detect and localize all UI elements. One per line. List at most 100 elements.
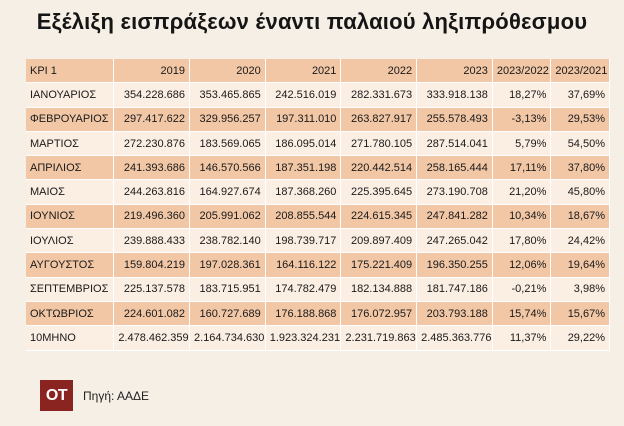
row-label: ΦΕΒΡΟΥΑΡΙΟΣ — [26, 107, 115, 132]
table-cell: 224.601.082 — [113, 301, 191, 327]
table-cell: 176.072.957 — [340, 301, 418, 327]
table-cell: 54,50% — [550, 131, 610, 157]
column-header: 2021 — [265, 59, 342, 84]
revenue-table: ΚΡΙ 1 2019 2020 2021 2022 2023 2023/2022… — [26, 59, 610, 351]
row-label: ΑΠΡΙΛΙΟΣ — [26, 155, 115, 181]
table-cell: 174.782.479 — [265, 277, 342, 302]
page-title: Εξέλιξη εισπράξεων έναντι παλαιού ληξιπρ… — [36, 9, 588, 34]
table-cell: 2.164.734.630 — [189, 325, 266, 351]
table-row: ΣΕΠΤΕΜΒΡΙΟΣ 225.137.578 183.715.951 174.782… — [26, 277, 610, 302]
table-cell: 219.496.360 — [113, 204, 191, 230]
table-row: ΑΥΓΟΥΣΤΟΣ 159.804.219 197.028.361 164.116.1… — [26, 252, 610, 278]
table-cell: 353.465.865 — [189, 82, 266, 108]
table-cell: 244.263.816 — [113, 179, 191, 205]
table-cell: 297.417.622 — [113, 107, 191, 132]
table-row: 10ΜΗΝΟ 2.478.462.359 2.164.734.630 1.923.32… — [26, 325, 610, 351]
table-cell: 198.739.717 — [265, 228, 342, 254]
table-cell: 247.841.282 — [416, 204, 493, 230]
table-cell: -0,21% — [492, 277, 552, 302]
table-cell: 45,80% — [550, 179, 610, 205]
table-cell: 241.393.686 — [113, 155, 191, 181]
table-cell: 183.715.951 — [189, 277, 266, 302]
table-cell: 3,98% — [550, 277, 610, 302]
table-cell: 24,42% — [550, 228, 610, 254]
table-cell: 186.095.014 — [265, 131, 342, 157]
table-cell: 225.137.578 — [113, 277, 191, 302]
table-row: ΙΟΥΛΙΟΣ 239.888.433 238.782.140 198.739.717… — [26, 228, 610, 254]
table-cell: 220.442.514 — [340, 155, 418, 181]
ot-logo: OT — [40, 380, 73, 411]
table-cell: 12,06% — [492, 252, 552, 278]
table-cell: 15,74% — [492, 301, 552, 327]
table-cell: 354.228.686 — [113, 82, 191, 108]
table-cell: 187.351.198 — [265, 155, 342, 181]
table-cell: 5,79% — [492, 131, 552, 157]
table-row: ΦΕΒΡΟΥΑΡΙΟΣ 297.417.622 329.956.257 197.311… — [26, 107, 610, 132]
table-cell: 37,80% — [550, 155, 610, 181]
row-label: ΜΑΙΟΣ — [26, 179, 115, 205]
table-row: ΑΠΡΙΛΙΟΣ 241.393.686 146.570.566 187.351.19… — [26, 155, 610, 181]
row-label: ΣΕΠΤΕΜΒΡΙΟΣ — [26, 277, 115, 302]
column-header: 2023 — [416, 59, 493, 84]
table-cell: 17,80% — [492, 228, 552, 254]
table-cell: 333.918.138 — [416, 82, 493, 108]
table-cell: 10,34% — [492, 204, 552, 230]
table-cell: 282.331.673 — [340, 82, 418, 108]
table-cell: 159.804.219 — [113, 252, 191, 278]
row-label: ΟΚΤΩΒΡΙΟΣ — [26, 301, 115, 327]
table-cell: 205.991.062 — [189, 204, 266, 230]
table-row: ΙΟΥΝΙΟΣ 219.496.360 205.991.062 208.855.544… — [26, 204, 610, 230]
table-cell: 175.221.409 — [340, 252, 418, 278]
table-cell: 2.485.363.776 — [416, 325, 493, 351]
table-row: ΙΑΝΟΥΑΡΙΟΣ 354.228.686 353.465.865 242.516.… — [26, 82, 610, 108]
table-row: ΜΑΡΤΙΟΣ 272.230.876 183.569.065 186.095.014… — [26, 131, 610, 157]
column-header: 2023/2021 — [550, 59, 610, 84]
table-cell: 18,27% — [492, 82, 552, 108]
table-cell: 287.514.041 — [416, 131, 493, 157]
table-cell: 19,64% — [550, 252, 610, 278]
table-cell: 11,37% — [492, 325, 552, 351]
table-cell: 242.516.019 — [265, 82, 342, 108]
table-cell: 203.793.188 — [416, 301, 493, 327]
column-header: ΚΡΙ 1 — [26, 59, 115, 84]
table-cell: 2.231.719.863 — [340, 325, 418, 351]
table-cell: 17,11% — [492, 155, 552, 181]
column-header: 2023/2022 — [492, 59, 552, 84]
table-cell: 1.923.324.231 — [265, 325, 342, 351]
table-cell: 21,20% — [492, 179, 552, 205]
table-cell: 247.265.042 — [416, 228, 493, 254]
table-cell: 272.230.876 — [113, 131, 191, 157]
table-cell: 329.956.257 — [189, 107, 266, 132]
table-cell: 164.927.674 — [189, 179, 266, 205]
row-label: ΙΟΥΝΙΟΣ — [26, 204, 115, 230]
table-cell: 181.747.186 — [416, 277, 493, 302]
table-cell: 2.478.462.359 — [113, 325, 191, 351]
table-cell: 273.190.708 — [416, 179, 493, 205]
table-cell: 160.727.689 — [189, 301, 266, 327]
table-cell: 176.188.868 — [265, 301, 342, 327]
table-cell: 18,67% — [550, 204, 610, 230]
table-row: ΜΑΙΟΣ 244.263.816 164.927.674 187.368.260 22… — [26, 179, 610, 205]
table-header-row: ΚΡΙ 1 2019 2020 2021 2022 2023 2023/2022… — [26, 59, 610, 84]
table-cell: 196.350.255 — [416, 252, 493, 278]
row-label: ΙΑΝΟΥΑΡΙΟΣ — [26, 82, 115, 108]
table-cell: 239.888.433 — [113, 228, 191, 254]
table-cell: 224.615.345 — [340, 204, 418, 230]
table-cell: 238.782.140 — [189, 228, 266, 254]
table-cell: 255.578.493 — [416, 107, 493, 132]
source-caption: Πηγή: ΑΑΔΕ — [83, 389, 150, 403]
row-label: ΙΟΥΛΙΟΣ — [26, 228, 115, 254]
table-cell: 183.569.065 — [189, 131, 266, 157]
table-row: ΟΚΤΩΒΡΙΟΣ 224.601.082 160.727.689 176.188.8… — [26, 301, 610, 327]
table-cell: 187.368.260 — [265, 179, 342, 205]
column-header: 2020 — [189, 59, 266, 84]
column-header: 2022 — [340, 59, 418, 84]
table-cell: 263.827.917 — [340, 107, 418, 132]
table-cell: 208.855.544 — [265, 204, 342, 230]
table-cell: 271.780.105 — [340, 131, 418, 157]
table-cell: 37,69% — [550, 82, 610, 108]
table-cell: 164.116.122 — [265, 252, 342, 278]
table-cell: 197.028.361 — [189, 252, 266, 278]
table-cell: 29,22% — [550, 325, 610, 351]
row-label: ΜΑΡΤΙΟΣ — [26, 131, 115, 157]
